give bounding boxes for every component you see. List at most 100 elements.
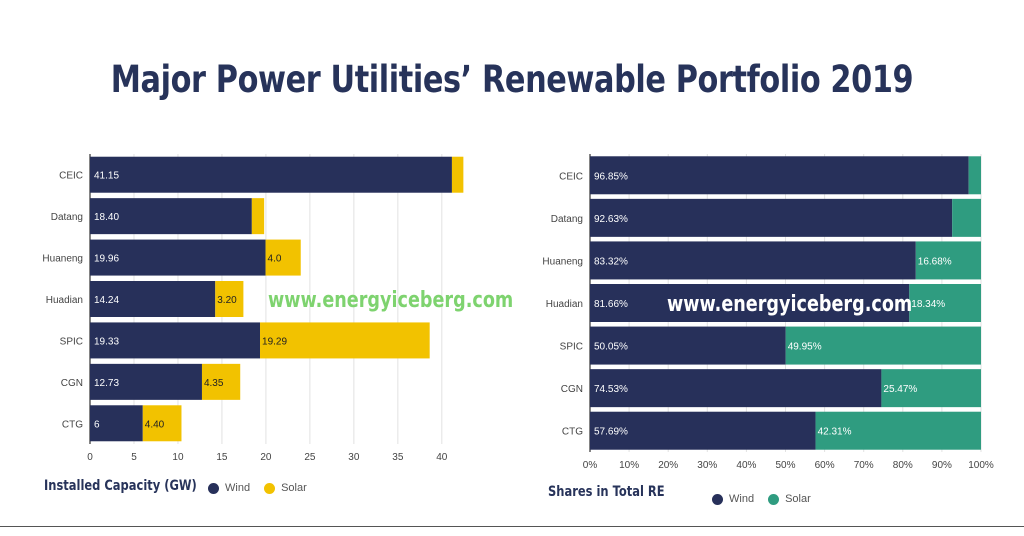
bar-wind bbox=[90, 281, 216, 317]
bar-solar bbox=[142, 405, 182, 442]
bar-wind bbox=[90, 322, 261, 359]
x-tick-label: 15 bbox=[216, 452, 228, 463]
bar-solar bbox=[952, 198, 981, 237]
y-category-label: Huadian bbox=[546, 299, 583, 310]
data-label-wind: 6 bbox=[94, 419, 100, 430]
bar-solar bbox=[815, 411, 981, 450]
y-category-label: CEIC bbox=[59, 171, 83, 182]
y-category-label: Datang bbox=[51, 212, 83, 223]
x-tick-label: 30 bbox=[348, 452, 360, 463]
bar-wind bbox=[590, 326, 786, 365]
x-tick-label: 90% bbox=[932, 460, 952, 471]
x-tick-label: 100% bbox=[968, 460, 994, 471]
x-tick-label: 60% bbox=[815, 460, 835, 471]
legend-item-solar: Solar bbox=[264, 482, 307, 494]
bar-wind bbox=[590, 369, 882, 408]
x-tick-label: 35 bbox=[392, 452, 404, 463]
y-category-label: CGN bbox=[561, 384, 583, 395]
bar-solar bbox=[265, 239, 301, 276]
right-x-axis-title: Shares in Total RE bbox=[548, 484, 665, 500]
bar-wind bbox=[90, 239, 266, 276]
bar-wind bbox=[90, 405, 143, 442]
bar-wind bbox=[590, 241, 916, 280]
y-category-label: SPIC bbox=[60, 336, 83, 347]
data-label-wind: 81.66% bbox=[594, 299, 628, 310]
data-label-solar: 4.40 bbox=[145, 419, 165, 430]
data-label-wind: 18.40 bbox=[94, 212, 119, 223]
bar-solar bbox=[785, 326, 981, 365]
data-label-solar: 4.0 bbox=[268, 254, 282, 265]
y-category-label: Huaneng bbox=[42, 254, 83, 265]
x-tick-label: 40% bbox=[736, 460, 756, 471]
bar-solar bbox=[915, 241, 981, 280]
bar-solar bbox=[260, 322, 430, 359]
bar-solar bbox=[881, 369, 981, 408]
bar-solar bbox=[251, 198, 265, 235]
data-label-wind: 41.15 bbox=[94, 171, 119, 182]
bar-solar bbox=[909, 284, 981, 322]
bar-wind bbox=[590, 284, 910, 322]
data-label-solar: 16.68% bbox=[918, 256, 952, 267]
x-tick-label: 10% bbox=[619, 460, 639, 471]
legend-solar-label: Solar bbox=[785, 493, 811, 505]
data-label-solar: 19.29 bbox=[262, 336, 287, 347]
data-label-wind: 92.63% bbox=[594, 214, 628, 225]
bar-wind bbox=[90, 363, 202, 400]
x-tick-label: 40 bbox=[436, 452, 448, 463]
y-category-label: CTG bbox=[62, 419, 83, 430]
x-tick-label: 5 bbox=[131, 452, 137, 463]
data-label-solar: 42.31% bbox=[818, 427, 852, 438]
data-label-wind: 19.96 bbox=[94, 254, 119, 265]
data-label-solar: 49.95% bbox=[788, 342, 822, 353]
y-category-label: CEIC bbox=[559, 171, 583, 182]
y-category-label: Huadian bbox=[46, 295, 83, 306]
legend-wind-swatch bbox=[712, 493, 723, 505]
watermark-left: www.energyiceberg.com bbox=[268, 288, 514, 313]
x-tick-label: 30% bbox=[697, 460, 717, 471]
y-category-label: SPIC bbox=[560, 342, 583, 353]
x-tick-label: 0% bbox=[583, 460, 598, 471]
bar-solar bbox=[201, 363, 241, 400]
legend-item-wind: Wind bbox=[208, 482, 250, 494]
legend-item-wind: Wind bbox=[712, 493, 754, 505]
data-label-wind: 57.69% bbox=[594, 427, 628, 438]
data-label-wind: 83.32% bbox=[594, 256, 628, 267]
data-label-wind: 74.53% bbox=[594, 384, 628, 395]
x-tick-label: 50% bbox=[775, 460, 795, 471]
data-label-solar: 25.47% bbox=[883, 384, 917, 395]
y-category-label: CGN bbox=[61, 378, 83, 389]
legend-wind-label: Wind bbox=[729, 493, 755, 505]
data-label-wind: 50.05% bbox=[594, 342, 628, 353]
x-tick-label: 20% bbox=[658, 460, 678, 471]
x-tick-label: 20 bbox=[260, 452, 272, 463]
legend-solar-swatch bbox=[768, 493, 780, 505]
left-legend: Wind Solar bbox=[208, 482, 321, 494]
bar-wind bbox=[90, 198, 252, 235]
x-tick-label: 25 bbox=[304, 452, 316, 463]
y-category-label: CTG bbox=[562, 427, 583, 438]
watermark-right: www.energyiceberg.com bbox=[667, 292, 913, 317]
page-title: Major Power Utilities’ Renewable Portfol… bbox=[110, 58, 914, 101]
legend-wind-swatch bbox=[208, 482, 219, 494]
legend-solar-swatch bbox=[264, 482, 276, 494]
data-label-solar: 3.20 bbox=[217, 295, 237, 306]
right-legend: Wind Solar bbox=[712, 493, 825, 505]
bar-wind bbox=[90, 156, 452, 193]
data-label-wind: 19.33 bbox=[94, 336, 119, 347]
x-tick-label: 0 bbox=[87, 452, 93, 463]
y-category-label: Huaneng bbox=[542, 256, 583, 267]
left-x-axis-title: Installed Capacity (GW) bbox=[44, 478, 197, 494]
bar-solar bbox=[451, 156, 464, 193]
bar-wind bbox=[590, 411, 816, 450]
legend-item-solar: Solar bbox=[768, 493, 811, 505]
data-label-wind: 96.85% bbox=[594, 171, 628, 182]
bottom-divider bbox=[0, 526, 1024, 527]
legend-wind-label: Wind bbox=[225, 482, 251, 494]
bar-wind bbox=[590, 198, 953, 237]
x-tick-label: 70% bbox=[854, 460, 874, 471]
x-tick-label: 80% bbox=[893, 460, 913, 471]
data-label-wind: 12.73 bbox=[94, 378, 119, 389]
y-category-label: Datang bbox=[551, 214, 583, 225]
